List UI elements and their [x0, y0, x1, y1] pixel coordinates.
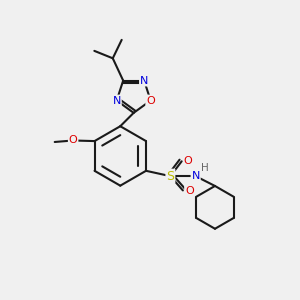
Text: H: H: [201, 163, 209, 173]
Text: O: O: [184, 156, 193, 166]
Text: O: O: [185, 186, 194, 196]
Text: O: O: [69, 136, 77, 146]
Text: S: S: [167, 170, 174, 183]
Text: N: N: [191, 171, 200, 181]
Text: N: N: [140, 76, 148, 85]
Text: N: N: [112, 95, 121, 106]
Text: O: O: [146, 95, 155, 106]
